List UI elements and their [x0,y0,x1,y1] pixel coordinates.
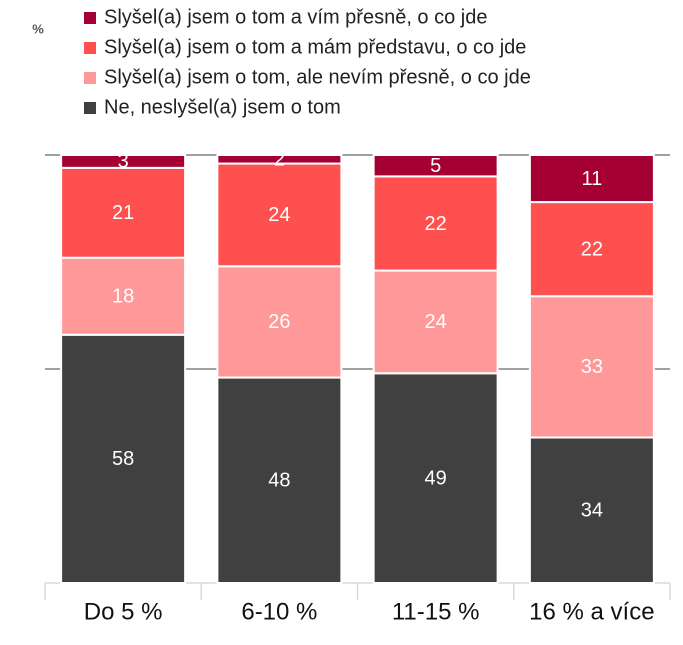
legend-swatch [84,72,96,84]
data-label: 33 [581,356,603,378]
bar-segment [60,166,187,259]
legend-swatch [84,12,96,24]
x-tick-label: Do 5 % [84,598,163,625]
data-label: 21 [112,202,134,224]
legend-label: Slyšel(a) jsem o tom a vím přesně, o co … [104,6,487,28]
data-label: 24 [425,311,447,333]
data-label: 2 [274,149,285,171]
bar-segment [372,175,499,272]
x-tick-label: 11-15 % [392,598,480,625]
bar-segment [372,372,499,584]
x-tick-label: 6-10 % [241,598,317,625]
bar-segment [60,256,187,336]
data-label: 48 [268,470,290,492]
bar-segment [528,436,655,585]
bar-segment [216,376,343,584]
data-label: 22 [581,238,603,260]
legend-swatch [84,42,96,54]
data-label: 18 [112,286,134,308]
legend-label: Ne, neslyšel(a) jsem o tom [104,96,341,118]
bar-segment [216,154,343,165]
data-label: 3 [118,151,129,173]
data-label: 5 [430,155,441,177]
bar-segment [528,201,655,298]
data-label: 26 [268,311,290,333]
legend-label: Slyšel(a) jsem o tom a mám představu, o … [104,36,526,58]
bar-segment [216,265,343,379]
data-label: 58 [112,448,134,470]
legend-label: Slyšel(a) jsem o tom, ale nevím přesně, … [104,66,531,88]
bar-segment [528,295,655,439]
data-label: 34 [581,500,603,522]
bar-segment [528,154,655,204]
bar-segment [60,154,187,169]
bar-segment [60,333,187,585]
data-label: 11 [581,168,602,190]
data-label: 24 [268,204,290,226]
bar-segment [372,154,499,178]
y-unit: % [32,21,44,36]
data-label: 22 [425,213,447,235]
x-tick-label: 16 % a více [529,598,654,625]
legend-swatch [84,102,96,114]
data-label: 49 [425,467,447,489]
